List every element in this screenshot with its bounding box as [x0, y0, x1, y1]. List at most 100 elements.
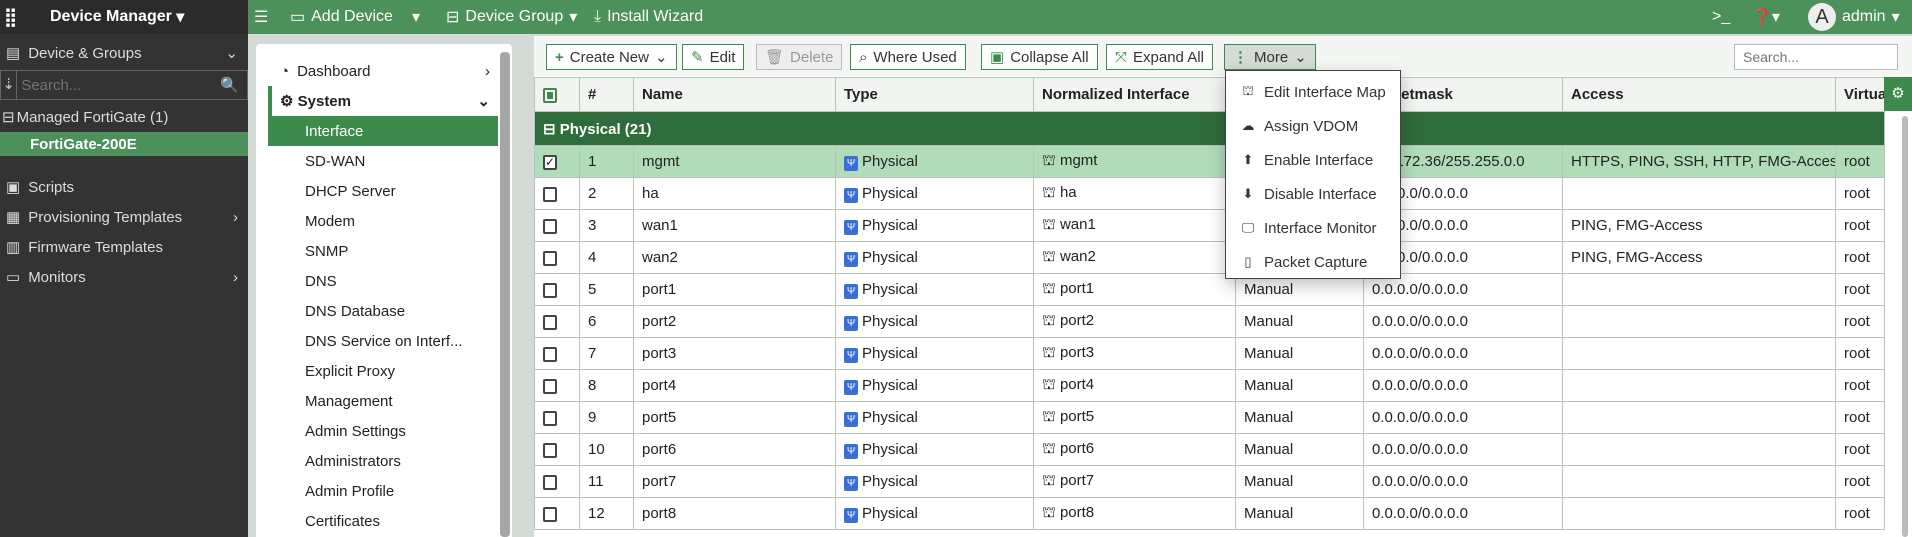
row-checkbox[interactable]: ✓ — [534, 145, 580, 178]
nav-item-explicit-proxy[interactable]: Explicit Proxy — [305, 362, 396, 380]
table-row[interactable]: 10 port6 Ψ Physical ⛫ port6 Manual 0.0.0.0/0.0… — [534, 433, 1885, 466]
row-checkbox[interactable] — [534, 369, 580, 402]
row-checkbox[interactable] — [534, 497, 580, 530]
search-icon[interactable]: 🔍 — [220, 77, 239, 94]
checkbox[interactable] — [543, 282, 557, 298]
menu-packet-capture[interactable]: ▯ Packet Capture — [1226, 245, 1400, 279]
col-access[interactable]: Access — [1562, 77, 1836, 112]
row-checkbox[interactable] — [534, 465, 580, 498]
table-row[interactable]: 11 port7 Ψ Physical ⛫ port7 Manual 0.0.0.0/0.0… — [534, 465, 1885, 498]
checkbox[interactable] — [543, 186, 557, 202]
nav-dashboard[interactable]: ◔ Dashboard › — [256, 56, 512, 86]
table-row[interactable]: 9 port5 Ψ Physical ⛫ port5 Manual 0.0.0.0/0.0.… — [534, 401, 1885, 434]
where-used-button[interactable]: ⌕ Where Used — [850, 44, 966, 70]
col-type[interactable]: Type — [835, 77, 1034, 112]
nav-item-administrators[interactable]: Administrators — [305, 452, 401, 470]
nav-system[interactable]: ⚙ System ⌄ — [268, 86, 498, 116]
nav-scrollbar[interactable] — [500, 52, 510, 537]
collapse-all-button[interactable]: ▣ Collapse All — [981, 44, 1098, 70]
column-settings-gear-icon[interactable]: ⚙ — [1884, 77, 1912, 111]
row-checkbox[interactable] — [534, 433, 580, 466]
cli-console-icon[interactable]: >_ — [1712, 8, 1731, 25]
menu-assign-vdom[interactable]: ☁ Assign VDOM — [1226, 109, 1400, 143]
row-checkbox[interactable] — [534, 177, 580, 210]
checkbox[interactable] — [543, 410, 557, 426]
help-icon[interactable]: ❓▾ — [1752, 9, 1780, 26]
row-checkbox[interactable] — [534, 241, 580, 274]
cell-text: root — [1844, 377, 1870, 394]
nav-item-admin-profile[interactable]: Admin Profile — [305, 482, 395, 500]
sidebar-item-monitors[interactable]: ▭ Monitors › — [0, 262, 248, 292]
nav-item-modem[interactable]: Modem — [305, 212, 356, 230]
row-checkbox[interactable] — [534, 401, 580, 434]
table-row[interactable]: 2 ha Ψ Physical ⛫ ha 0.0.0.0/0.0.0.0 root — [534, 177, 1885, 210]
checkbox[interactable] — [543, 346, 557, 362]
nav-item-dns[interactable]: DNS — [305, 272, 337, 290]
sidebar-item-scripts[interactable]: ▣ Scripts — [0, 172, 248, 202]
nav-item-dns-service-on-interf[interactable]: DNS Service on Interf... — [305, 332, 463, 350]
menu-interface-monitor[interactable]: 🖵 Interface Monitor — [1226, 211, 1400, 245]
checkbox[interactable] — [543, 474, 557, 490]
row-checkbox[interactable] — [534, 337, 580, 370]
row-checkbox[interactable] — [534, 273, 580, 306]
managed-fortigate-group[interactable]: ⊟ Managed FortiGate (1) — [0, 102, 248, 132]
table-row[interactable]: 7 port3 Ψ Physical ⛫ port3 Manual 0.0.0.0/0.0.… — [534, 337, 1885, 370]
add-device-dropdown[interactable]: ▾ — [412, 9, 421, 26]
sidebar-search-input[interactable] — [17, 76, 221, 94]
collapse-icon[interactable]: ⊟ — [543, 120, 556, 138]
device-fortigate-200e[interactable]: FortiGate-200E — [0, 132, 248, 156]
table-row[interactable]: 5 port1 Ψ Physical ⛫ port1 Manual 0.0.0.0/0.0.… — [534, 273, 1885, 306]
table-row[interactable]: ✓ 1 mgmt Ψ Physical ⛫ mgmt x.x.172.36/255.255.… — [534, 145, 1885, 178]
menu-toggle-icon[interactable]: ☰ — [254, 9, 269, 26]
create-new-button[interactable]: + Create New ⌄ — [546, 44, 677, 70]
add-device-button[interactable]: ▭ Add Device — [290, 0, 393, 34]
group-row-physical[interactable]: ⊟ Physical (21) — [534, 111, 1885, 146]
app-switcher[interactable]: ⣿ Device Manager ▾ — [0, 0, 248, 34]
nav-item-dhcp-server[interactable]: DHCP Server — [305, 182, 396, 200]
row-checkbox[interactable] — [534, 305, 580, 338]
menu-edit-interface-map[interactable]: ⛫ Edit Interface Map — [1226, 75, 1400, 109]
sidebar-item-device-groups[interactable]: ▤ Device & Groups ⌄ — [0, 38, 248, 68]
table-row[interactable]: 8 port4 Ψ Physical ⛫ port4 Manual 0.0.0.0/0.0.… — [534, 369, 1885, 402]
edit-button[interactable]: ✎ Edit — [682, 44, 745, 70]
sidebar-item-provisioning-templates[interactable]: ▦ Provisioning Templates › — [0, 202, 248, 232]
col-normalized-interface[interactable]: Normalized Interface — [1033, 77, 1236, 112]
row-number: 1 — [579, 145, 634, 178]
checkbox[interactable] — [543, 218, 557, 234]
sort-icon[interactable]: ⇣ — [1, 71, 18, 99]
nav-item-snmp[interactable]: SNMP — [305, 242, 349, 260]
menu-disable-interface[interactable]: ⬇ Disable Interface — [1226, 177, 1400, 211]
checkbox[interactable]: ✓ — [543, 154, 557, 170]
checkbox[interactable] — [543, 250, 557, 266]
nav-item-management[interactable]: Management — [305, 392, 393, 410]
row-checkbox[interactable] — [534, 209, 580, 242]
table-search-input[interactable] — [1734, 44, 1898, 70]
nav-item-admin-settings[interactable]: Admin Settings — [305, 422, 406, 440]
cell-text: PING, FMG-Access — [1571, 249, 1703, 266]
sidebar-item-firmware-templates[interactable]: ▥ Firmware Templates — [0, 232, 248, 262]
checkbox[interactable] — [543, 378, 557, 394]
select-all-checkbox[interactable] — [534, 77, 580, 112]
col-name[interactable]: Name — [633, 77, 836, 112]
table-row[interactable]: 12 port8 Ψ Physical ⛫ port8 Manual 0.0.0.0/0.0… — [534, 497, 1885, 530]
nav-item-interface[interactable]: Interface — [268, 116, 498, 146]
checkbox[interactable] — [543, 506, 557, 522]
expand-all-button[interactable]: ⤧ Expand All — [1106, 44, 1213, 70]
menu-enable-interface[interactable]: ⬆ Enable Interface — [1226, 143, 1400, 177]
table-row[interactable]: 3 wan1 Ψ Physical ⛫ wan1 0.0.0.0/0.0.0.0 PING,… — [534, 209, 1885, 242]
nav-item-sd-wan[interactable]: SD-WAN — [305, 152, 366, 170]
device-group-button[interactable]: ⊟ Device Group ▾ — [446, 8, 578, 26]
nav-item-dns-database[interactable]: DNS Database — [305, 302, 406, 320]
more-button[interactable]: ⋮ More ⌄ — [1224, 44, 1316, 70]
checkbox[interactable] — [543, 442, 557, 458]
table-row[interactable]: 4 wan2 Ψ Physical ⛫ wan2 0.0.0.0/0.0.0.0 PING,… — [534, 241, 1885, 274]
nav-item-certificates[interactable]: Certificates — [305, 512, 381, 530]
checkbox[interactable] — [543, 314, 557, 330]
col-virtual-domain[interactable]: Virtual — [1835, 77, 1885, 112]
install-wizard-button[interactable]: ⤓ Install Wizard — [594, 0, 703, 34]
col-number[interactable]: # — [579, 77, 634, 112]
delete-button[interactable]: 🗑 Delete — [756, 44, 843, 70]
table-scrollbar[interactable] — [1902, 116, 1908, 537]
table-row[interactable]: 6 port2 Ψ Physical ⛫ port2 Manual 0.0.0.0/0.0.… — [534, 305, 1885, 338]
